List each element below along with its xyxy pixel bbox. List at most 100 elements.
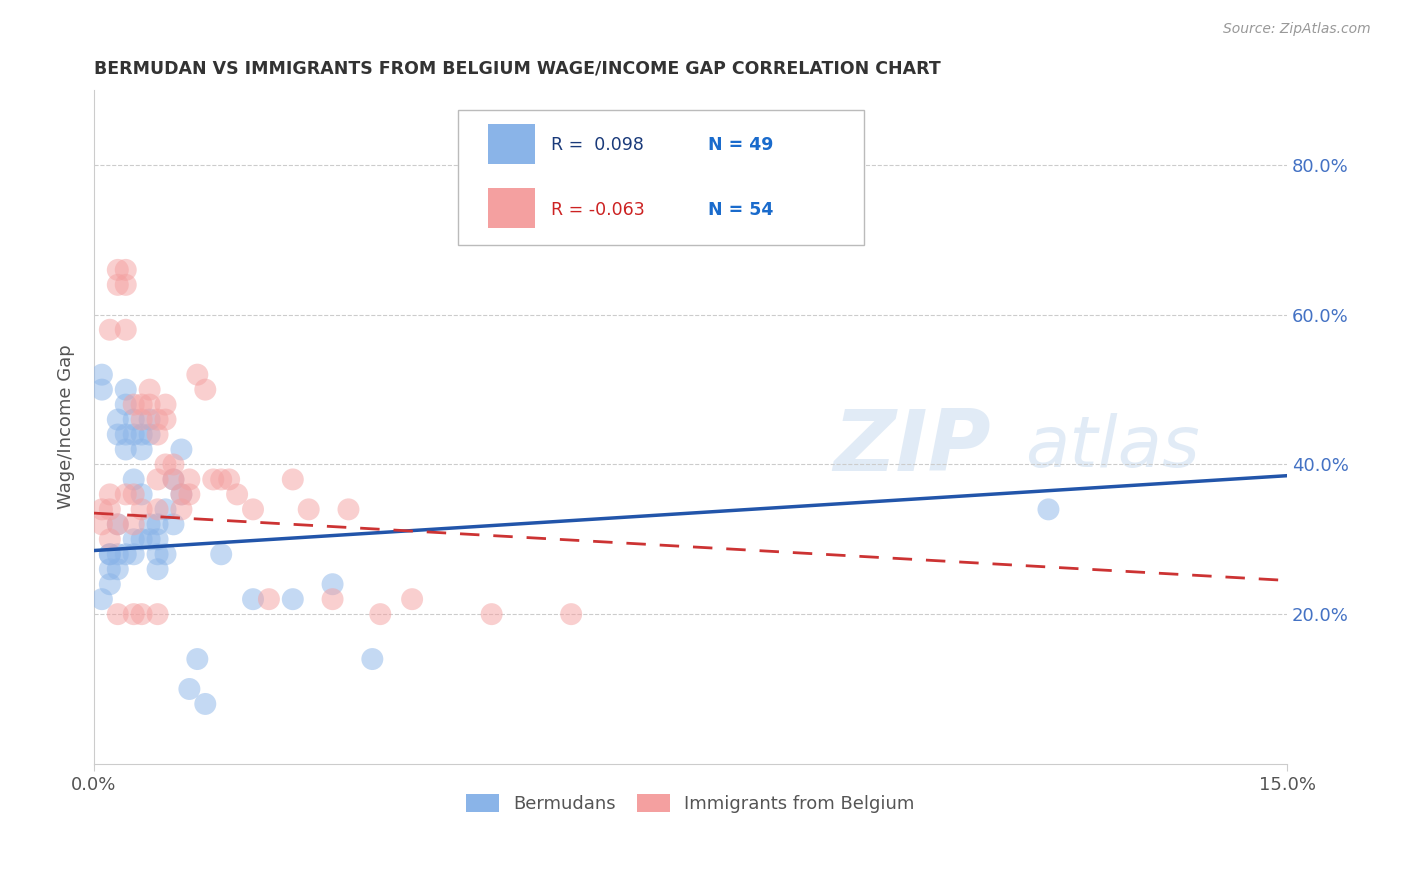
Point [138, 517, 160, 532]
Point [131, 427, 153, 442]
Point [107, 562, 129, 576]
Point [209, 472, 232, 486]
Point [98, 577, 121, 591]
Point [90, 502, 112, 516]
Point [146, 502, 169, 516]
Point [114, 398, 136, 412]
Text: R = -0.063: R = -0.063 [551, 202, 645, 219]
Point [122, 547, 145, 561]
Point [122, 517, 145, 532]
Point [131, 487, 153, 501]
Point [122, 487, 145, 501]
Point [107, 607, 129, 622]
Point [162, 458, 184, 472]
Point [194, 383, 217, 397]
Point [179, 487, 201, 501]
Point [481, 607, 503, 622]
Text: ZIP: ZIP [834, 406, 991, 489]
Point [162, 517, 184, 532]
Point [209, 547, 232, 561]
Point [146, 412, 169, 426]
Text: N = 54: N = 54 [709, 202, 773, 219]
Point [107, 517, 129, 532]
Point [131, 607, 153, 622]
Point [226, 487, 249, 501]
Point [131, 398, 153, 412]
Point [114, 547, 136, 561]
Point [155, 547, 177, 561]
Point [107, 517, 129, 532]
Point [122, 607, 145, 622]
Point [361, 652, 384, 666]
Point [170, 487, 193, 501]
FancyBboxPatch shape [488, 124, 536, 164]
Point [146, 427, 169, 442]
Point [322, 592, 344, 607]
Point [114, 427, 136, 442]
Point [98, 487, 121, 501]
Point [242, 592, 264, 607]
Legend: Bermudans, Immigrants from Belgium: Bermudans, Immigrants from Belgium [457, 785, 924, 822]
Point [107, 277, 129, 292]
Point [122, 412, 145, 426]
Point [131, 412, 153, 426]
Point [146, 517, 169, 532]
Point [162, 472, 184, 486]
Point [368, 607, 391, 622]
Point [122, 398, 145, 412]
Point [179, 472, 201, 486]
Point [122, 427, 145, 442]
Point [242, 502, 264, 516]
Point [107, 427, 129, 442]
Point [322, 577, 344, 591]
Point [155, 502, 177, 516]
Point [401, 592, 423, 607]
Point [107, 412, 129, 426]
Text: BERMUDAN VS IMMIGRANTS FROM BELGIUM WAGE/INCOME GAP CORRELATION CHART: BERMUDAN VS IMMIGRANTS FROM BELGIUM WAGE… [94, 60, 941, 78]
Point [170, 487, 193, 501]
Point [138, 383, 160, 397]
Point [122, 472, 145, 486]
Point [146, 607, 169, 622]
Point [90, 517, 112, 532]
Point [98, 533, 121, 547]
Point [298, 502, 321, 516]
Point [131, 533, 153, 547]
Point [186, 368, 208, 382]
Point [114, 277, 136, 292]
Point [131, 502, 153, 516]
Text: N = 49: N = 49 [709, 136, 773, 154]
Point [98, 547, 121, 561]
Point [155, 398, 177, 412]
Point [122, 533, 145, 547]
Point [114, 383, 136, 397]
Point [146, 533, 169, 547]
Point [138, 398, 160, 412]
Point [281, 592, 304, 607]
Point [90, 592, 112, 607]
Point [90, 383, 112, 397]
Point [138, 412, 160, 426]
Point [114, 323, 136, 337]
Point [98, 547, 121, 561]
Point [114, 442, 136, 457]
Point [202, 472, 225, 486]
Point [170, 502, 193, 516]
Point [194, 697, 217, 711]
Y-axis label: Wage/Income Gap: Wage/Income Gap [58, 344, 75, 509]
Point [146, 547, 169, 561]
Point [98, 502, 121, 516]
FancyBboxPatch shape [488, 188, 536, 228]
Point [146, 472, 169, 486]
Point [131, 442, 153, 457]
Point [114, 263, 136, 277]
Point [98, 323, 121, 337]
Point [170, 442, 193, 457]
Point [560, 607, 582, 622]
Point [138, 427, 160, 442]
Point [218, 472, 240, 486]
Point [155, 412, 177, 426]
Text: R =  0.098: R = 0.098 [551, 136, 644, 154]
FancyBboxPatch shape [458, 111, 863, 245]
Point [114, 487, 136, 501]
